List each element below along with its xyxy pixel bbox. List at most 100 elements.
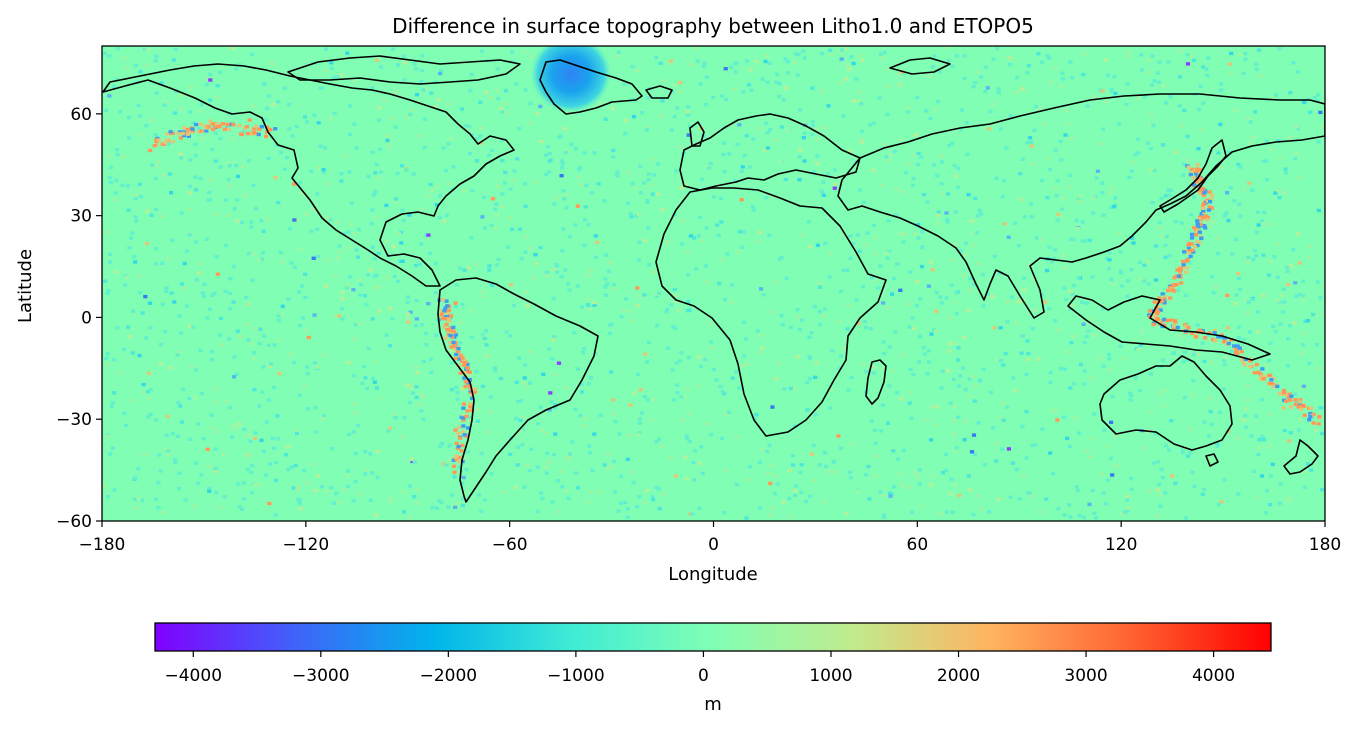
heatmap-cell	[154, 54, 159, 58]
heatmap-cell	[108, 252, 113, 257]
heatmap-cell	[551, 338, 556, 342]
heatmap-cell	[1277, 501, 1283, 505]
heatmap-cell	[994, 459, 999, 463]
heatmap-cell	[396, 63, 401, 67]
heatmap-cell	[169, 291, 174, 295]
heatmap-cell	[107, 452, 113, 456]
heatmap-cell	[127, 246, 132, 250]
heatmap-cell	[230, 423, 235, 428]
heatmap-cell	[1234, 237, 1239, 242]
heatmap-cell	[240, 165, 245, 169]
heatmap-cell	[952, 163, 957, 168]
heatmap-cell	[462, 491, 467, 496]
heatmap-cell	[166, 257, 171, 261]
heatmap-cell	[749, 88, 754, 93]
heatmap-cell	[188, 207, 193, 212]
heatmap-cell	[220, 343, 225, 347]
heatmap-cell	[1287, 439, 1292, 443]
heatmap-cell	[611, 287, 617, 291]
heatmap-cell	[635, 304, 640, 308]
heatmap-cell	[425, 194, 430, 198]
heatmap-cell	[412, 62, 417, 66]
heatmap-cell	[1254, 362, 1259, 367]
heatmap-cell	[1200, 206, 1205, 210]
heatmap-cell	[552, 452, 557, 457]
heatmap-cell	[1085, 104, 1090, 108]
heatmap-cell	[1053, 148, 1058, 152]
heatmap-cell	[250, 464, 255, 468]
heatmap-cell	[351, 499, 356, 503]
heatmap-cell	[968, 488, 973, 492]
heatmap-cell	[727, 152, 732, 156]
heatmap-cell	[204, 237, 209, 241]
heatmap-cell	[633, 186, 638, 190]
heatmap-cell	[339, 172, 344, 176]
heatmap-cell	[366, 174, 371, 179]
heatmap-cell	[145, 63, 150, 67]
heatmap-cell	[1024, 456, 1029, 460]
heatmap-cell	[516, 399, 521, 404]
heatmap-cell	[528, 101, 533, 106]
heatmap-cell	[379, 170, 384, 174]
heatmap-cell	[1028, 202, 1033, 206]
heatmap-cell	[178, 130, 183, 134]
heatmap-cell	[133, 64, 138, 68]
heatmap-cell	[635, 68, 640, 73]
heatmap-cell	[644, 128, 649, 132]
heatmap-cell	[449, 328, 454, 333]
heatmap-cell	[1175, 325, 1180, 330]
heatmap-cell	[351, 78, 356, 83]
heatmap-cell	[694, 46, 699, 51]
heatmap-cell	[1107, 357, 1112, 361]
coastline-tasmania	[1205, 453, 1219, 467]
heatmap-cell	[1070, 304, 1075, 308]
heatmap-cell	[123, 283, 128, 287]
heatmap-cell	[337, 244, 342, 248]
heatmap-cell	[559, 274, 564, 279]
heatmap-cell	[469, 72, 474, 77]
heatmap-cell	[170, 238, 175, 243]
heatmap-cell	[1284, 399, 1289, 403]
heatmap-cell	[1209, 197, 1214, 201]
heatmap-cell	[1126, 54, 1131, 58]
coastline-uk	[689, 121, 705, 147]
heatmap-cell	[130, 231, 135, 235]
heatmap-cell	[1197, 107, 1202, 111]
heatmap-cell	[468, 404, 473, 408]
heatmap-cell	[467, 418, 472, 422]
heatmap-cell	[1087, 502, 1092, 507]
heatmap-cell	[588, 490, 593, 494]
heatmap-cell	[948, 341, 953, 346]
heatmap-cell	[106, 289, 111, 293]
heatmap-cell	[848, 476, 853, 480]
heatmap-cell	[690, 512, 695, 516]
heatmap-cell	[1153, 244, 1159, 248]
heatmap-cell	[978, 378, 983, 382]
heatmap-cell	[452, 344, 457, 348]
heatmap-cell	[214, 490, 219, 494]
heatmap-cell	[1153, 309, 1158, 314]
heatmap-cell	[870, 168, 876, 173]
heatmap-cell	[1150, 201, 1155, 205]
heatmap-cell	[1027, 136, 1033, 140]
heatmap-cell	[312, 361, 317, 365]
heatmap-cell	[887, 384, 892, 388]
heatmap-cell	[1013, 389, 1018, 393]
heatmap-cell	[487, 268, 492, 272]
heatmap-cell	[1275, 299, 1280, 303]
heatmap-cell	[1069, 136, 1074, 140]
heatmap-cell	[698, 82, 703, 86]
heatmap-cell	[370, 245, 375, 249]
heatmap-cell	[1177, 49, 1183, 53]
heatmap-cell	[790, 454, 795, 458]
heatmap-cell	[817, 285, 823, 289]
heatmap-cell	[349, 201, 354, 205]
heatmap-cell	[545, 274, 550, 278]
heatmap-cell	[439, 69, 444, 73]
heatmap-cell	[911, 153, 916, 157]
heatmap-cell	[144, 336, 149, 340]
heatmap-cell	[1285, 498, 1290, 503]
y-axis-label: Latitude	[15, 249, 36, 323]
heatmap-cell	[872, 428, 877, 433]
heatmap-cell	[1155, 317, 1160, 321]
